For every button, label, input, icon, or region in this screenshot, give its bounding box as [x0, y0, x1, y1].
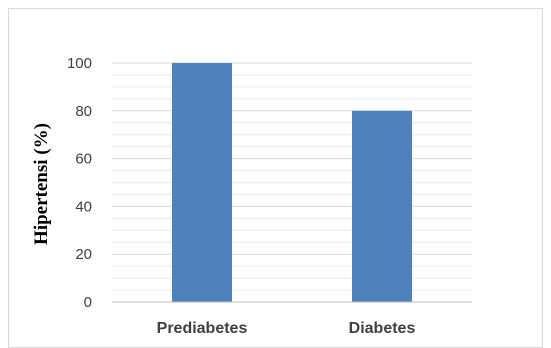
y-tick-label: 0	[84, 294, 92, 311]
y-tick-label: 80	[75, 103, 92, 120]
y-tick-labels: 0 20 40 60 80 100	[67, 55, 92, 311]
bar-layer	[172, 63, 412, 302]
y-tick-label: 100	[67, 55, 92, 72]
bar-prediabetes	[172, 63, 232, 302]
x-category-labels: Prediabetes Diabetes	[157, 320, 416, 337]
x-category-label: Prediabetes	[157, 320, 248, 337]
y-tick-label: 20	[75, 246, 92, 263]
y-tick-label: 40	[75, 198, 92, 215]
grid-layer	[112, 62, 472, 291]
chart-frame	[8, 8, 543, 348]
bar-diabetes	[352, 110, 412, 302]
x-category-label: Diabetes	[349, 320, 416, 337]
y-axis-title: Hipertensi (%)	[31, 123, 52, 245]
y-tick-label: 60	[75, 151, 92, 168]
